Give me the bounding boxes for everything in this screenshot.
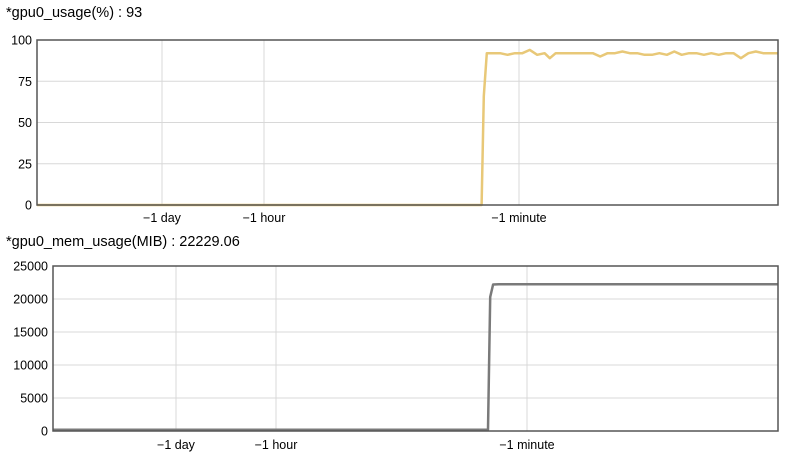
- gpu-usage-y-tick-label: 25: [18, 157, 32, 171]
- gpu-mem-plot-area: [53, 266, 778, 431]
- gpu-usage-x-tick-label: −1 day: [143, 211, 182, 225]
- gpu-mem-usage-chart: 0 5000 10000 15000 20000 25000 −1 day −1 hour −1…: [13, 260, 779, 452]
- gpu-mem-y-tick-label: 15000: [13, 326, 48, 340]
- gpu-mem-series-line: [53, 283, 778, 431]
- gpu-usage-chart: 0 25 50 75 100 −1 day −1 hour −1 minute: [11, 34, 779, 225]
- gpu-usage-y-tick-label: 75: [18, 75, 32, 89]
- gpu-mem-x-tick-label: −1 day: [157, 438, 196, 452]
- gpu-mem-y-tick-label: 10000: [13, 359, 48, 373]
- gpu-mem-usage-panel: *gpu0_mem_usage(MIB) : 22229.06 0 5000 100…: [0, 228, 812, 457]
- gpu-mem-y-tick-label: 20000: [13, 293, 48, 307]
- gpu-usage-y-tick-label: 50: [18, 116, 32, 130]
- gpu-usage-series-line: [37, 48, 778, 207]
- gpu-mem-usage-title: *gpu0_mem_usage(MIB) : 22229.06: [6, 234, 240, 250]
- gpu-usage-y-tick-label: 100: [11, 34, 32, 48]
- gpu-mem-plot-frame: [52, 265, 779, 432]
- gpu-usage-x-tick-label: −1 hour: [243, 211, 286, 225]
- gpu-usage-plot-frame: [36, 39, 779, 206]
- gpu-mem-x-tick-label: −1 minute: [499, 438, 554, 452]
- gpu-usage-title: *gpu0_usage(%) : 93: [6, 5, 143, 21]
- gpu-mem-y-tick-label: 5000: [20, 392, 48, 406]
- gpu-mem-x-tick-label: −1 hour: [255, 438, 298, 452]
- gpu-mem-y-tick-label: 0: [41, 425, 48, 439]
- gpu-usage-panel: *gpu0_usage(%) : 93 0 25 50 75 100 −1 day −1 h…: [0, 0, 812, 228]
- gpu-usage-x-tick-label: −1 minute: [491, 211, 546, 225]
- gpu-usage-y-tick-label: 0: [25, 199, 32, 213]
- gpu-mem-y-tick-label: 25000: [13, 260, 48, 274]
